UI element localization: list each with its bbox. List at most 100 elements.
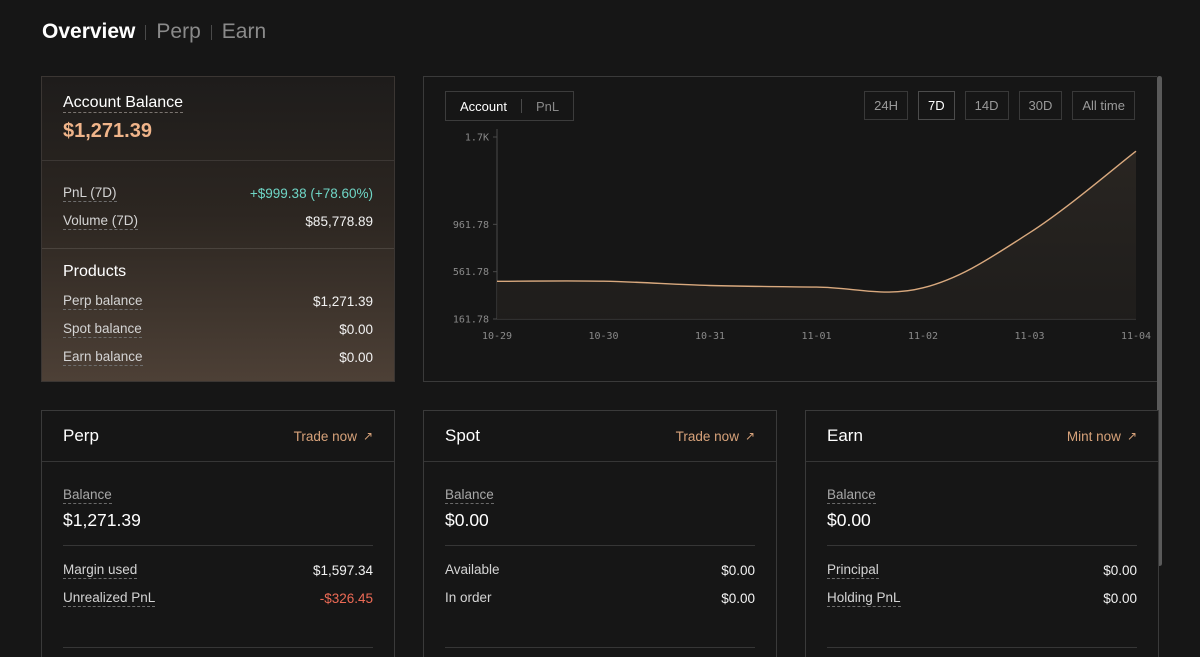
range-24h[interactable]: 24H [864,91,909,120]
spot-card: Spot Trade now ↗ Balance $0.00 Available… [423,410,777,657]
perp-balance-label[interactable]: Perp balance [63,292,143,310]
perp-card-body: Balance $1,271.39 Margin used $1,597.34 … [42,462,394,612]
tab-perp[interactable]: Perp [156,20,201,43]
toggle-divider [520,99,522,113]
perp-balance-label[interactable]: Balance [63,487,112,504]
earn-mint-now-link[interactable]: Mint now ↗ [1067,429,1137,444]
range-14d[interactable]: 14D [964,91,1009,120]
divider [827,647,1137,648]
nav-divider [210,24,212,40]
volume-label[interactable]: Volume (7D) [63,212,139,230]
x-tick-label: 10-31 [695,331,725,342]
x-tick-label: 11-04 [1121,331,1151,342]
divider [445,647,755,648]
range-all-time[interactable]: All time [1072,91,1135,120]
earn-card: Earn Mint now ↗ Balance $0.00 Principal … [805,410,1159,657]
margin-used-row: Margin used $1,597.34 [63,556,373,584]
arrow-up-right-icon: ↗ [744,429,755,443]
spot-trade-now-label: Trade now [675,428,739,444]
account-balance-title[interactable]: Account Balance [63,94,184,113]
x-tick-label: 10-29 [482,331,512,342]
perp-card-header: Perp Trade now ↗ [42,411,394,462]
spot-card-title: Spot [445,426,480,445]
balance-chart: 1.7K 961.78 561.78 161.78 10-29 10-30 10-31 11… [453,129,1151,342]
top-nav: Overview Perp Earn [42,20,266,44]
arrow-up-right-icon: ↗ [362,429,373,443]
balance-line [496,150,1137,293]
principal-label[interactable]: Principal [827,561,879,579]
products-title: Products [63,263,127,280]
in-order-row: In order $0.00 [445,584,755,612]
divider [63,545,373,546]
tab-earn[interactable]: Earn [221,20,267,43]
account-stats: PnL (7D) +$999.38 (+78.60%) Volume (7D) … [42,161,394,249]
perp-card: Perp Trade now ↗ Balance $1,271.39 Margi… [41,410,395,657]
x-tick-label: 10-30 [588,331,618,342]
spot-balance-row: Spot balance $0.00 [63,315,373,343]
available-row: Available $0.00 [445,556,755,584]
balance-chart-card: 1.7K 961.78 561.78 161.78 10-29 10-30 10-31 11… [423,76,1158,382]
x-tick-label: 11-01 [801,331,831,342]
earn-mint-now-label: Mint now [1066,428,1121,444]
spot-balance-value: $0.00 [339,321,373,337]
y-tick-group: 1.7K 961.78 561.78 161.78 [453,133,497,326]
holding-pnl-row: Holding PnL $0.00 [827,584,1137,612]
pnl-row: PnL (7D) +$999.38 (+78.60%) [63,179,373,207]
spot-balance-label[interactable]: Balance [445,487,494,504]
spot-card-body: Balance $0.00 Available $0.00 In order $… [424,462,776,612]
principal-row: Principal $0.00 [827,556,1137,584]
balance-area [497,151,1136,319]
tab-overview[interactable]: Overview [42,20,136,43]
perp-balance-value: $1,271.39 [63,510,141,530]
divider [827,545,1137,546]
perp-trade-now-label: Trade now [293,428,357,444]
earn-card-header: Earn Mint now ↗ [806,411,1158,462]
range-7d[interactable]: 7D [918,91,955,120]
tab-account[interactable]: Account [460,98,507,114]
spot-trade-now-link[interactable]: Trade now ↗ [676,429,755,444]
scrollbar-thumb[interactable] [1157,76,1162,566]
account-balance-header: Account Balance $1,271.39 [42,77,394,161]
earn-card-title: Earn [827,426,863,445]
nav-divider [145,24,147,40]
perp-trade-now-link[interactable]: Trade now ↗ [294,429,373,444]
earn-balance-label[interactable]: Balance [827,487,876,504]
earn-balance-label[interactable]: Earn balance [63,348,143,366]
perp-balance-value: $1,271.39 [312,293,373,309]
volume-value: $85,778.89 [305,213,373,229]
pnl-value: +$999.38 (+78.60%) [249,185,373,201]
earn-card-body: Balance $0.00 Principal $0.00 Holding Pn… [806,462,1158,612]
principal-value: $0.00 [1103,562,1137,578]
earn-balance-row: Earn balance $0.00 [63,343,373,371]
margin-used-label[interactable]: Margin used [63,561,138,579]
x-tick-label: 11-03 [1014,331,1044,342]
holding-pnl-label[interactable]: Holding PnL [827,589,901,607]
unrealized-pnl-value: -$326.45 [319,590,373,606]
divider [445,545,755,546]
account-balance-value: $1,271.39 [63,120,152,142]
range-30d[interactable]: 30D [1018,91,1063,120]
spot-card-header: Spot Trade now ↗ [424,411,776,462]
spot-balance-label[interactable]: Spot balance [63,320,142,338]
y-tick-label: 961.78 [453,220,489,231]
x-tick-label: 11-02 [908,331,938,342]
holding-pnl-value: $0.00 [1103,590,1137,606]
y-tick-label: 1.7K [465,133,489,144]
pnl-label[interactable]: PnL (7D) [63,184,117,202]
margin-used-value: $1,597.34 [312,562,373,578]
tab-pnl[interactable]: PnL [535,98,560,114]
perp-balance-row: Perp balance $1,271.39 [63,287,373,315]
in-order-value: $0.00 [721,590,755,606]
y-tick-label: 561.78 [453,267,489,278]
in-order-label: In order [445,590,492,605]
account-balance-card: Account Balance $1,271.39 PnL (7D) +$999… [41,76,395,382]
available-label: Available [445,562,500,577]
unrealized-pnl-label[interactable]: Unrealized PnL [63,589,156,607]
chart-metric-toggle: Account PnL [445,91,575,121]
unrealized-pnl-row: Unrealized PnL -$326.45 [63,584,373,612]
volume-row: Volume (7D) $85,778.89 [63,207,373,235]
spot-balance-value: $0.00 [445,510,489,530]
perp-card-title: Perp [63,426,99,445]
arrow-up-right-icon: ↗ [1126,429,1137,443]
products-section: Products Perp balance $1,271.39 Spot bal… [42,249,394,371]
